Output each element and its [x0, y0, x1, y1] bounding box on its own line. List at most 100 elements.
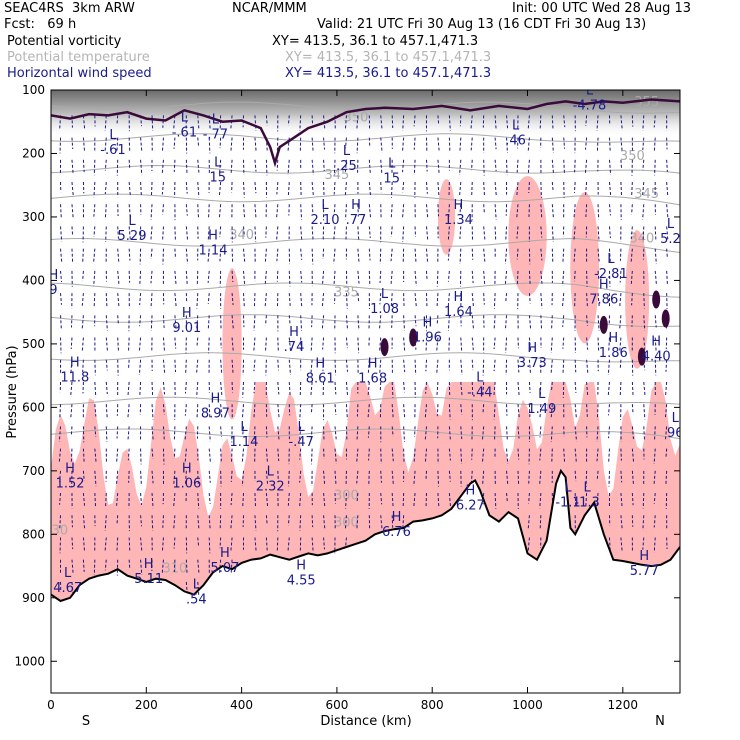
wind-extremum-value: .25 — [336, 159, 357, 174]
wind-vector — [162, 226, 164, 241]
wind-extremum-value: -.61 — [172, 125, 197, 140]
wind-vector — [380, 115, 383, 130]
wind-vector — [356, 115, 359, 129]
wind-vector — [368, 159, 371, 174]
wind-vector — [471, 359, 474, 371]
wind-vector — [299, 404, 302, 420]
wind-vector — [619, 270, 622, 283]
wind-vector — [494, 493, 497, 509]
wind-vector — [483, 226, 486, 240]
wind-extremum-value: 5.77 — [630, 564, 659, 579]
wind-vector — [562, 315, 565, 328]
wind-vector — [460, 426, 463, 440]
wind-vector — [162, 404, 165, 415]
wind-extremum-type: L — [476, 371, 484, 386]
wind-extremum-type: L — [564, 480, 572, 495]
wind-vector — [367, 404, 370, 419]
theta-contour — [51, 282, 680, 298]
wind-vector — [367, 381, 370, 398]
wind-vector — [630, 248, 633, 264]
wind-vector — [540, 270, 543, 286]
wind-vector — [391, 470, 394, 486]
wind-vector — [425, 470, 427, 481]
wind-vector — [59, 137, 62, 154]
wind-extremum-type: H — [289, 325, 299, 340]
wind-vector — [344, 137, 347, 149]
wind-vector — [254, 493, 256, 507]
wind-vector — [471, 293, 475, 308]
wind-vector — [322, 270, 325, 284]
wind-vector — [540, 204, 543, 219]
wind-vector — [93, 226, 96, 237]
wind-vector — [276, 248, 279, 262]
wind-vector — [666, 159, 668, 172]
wind-vector — [104, 137, 107, 152]
wind-vector — [608, 426, 610, 439]
wind-vector — [162, 248, 164, 265]
wind-vector — [323, 470, 326, 484]
wind-vector — [608, 226, 611, 239]
wind-vector — [608, 270, 611, 287]
wind-vector — [207, 293, 210, 304]
wind-vector — [105, 337, 108, 352]
wind-vector — [390, 204, 393, 219]
wind-vector — [127, 448, 130, 461]
wind-vector — [356, 426, 359, 442]
wind-vector — [483, 270, 486, 286]
wind-vector — [460, 337, 463, 352]
wind-vector — [173, 559, 176, 573]
wind-vector — [506, 470, 509, 485]
wind-vector — [380, 493, 383, 505]
wind-vector — [551, 115, 554, 131]
wind-vector — [230, 159, 233, 173]
wind-vector — [424, 426, 427, 442]
wind-vector — [401, 137, 405, 153]
wind-vector — [654, 159, 656, 176]
wind-extremum-type: H — [454, 290, 464, 305]
wind-vector — [311, 115, 314, 128]
wind-vector — [357, 337, 360, 354]
wind-vector — [597, 248, 600, 262]
wind-vector — [196, 404, 199, 420]
wind-vector — [608, 159, 612, 176]
wind-vector — [540, 315, 543, 329]
wind-vector — [82, 448, 85, 463]
wind-vector — [310, 404, 313, 414]
wind-vector — [574, 493, 577, 507]
wind-vector — [493, 337, 496, 350]
wind-extremum-value: 1.08 — [370, 302, 399, 317]
wind-vector — [219, 226, 222, 238]
wind-vector — [666, 270, 668, 285]
wind-extremum-type: L — [321, 198, 329, 213]
wind-vector — [150, 204, 153, 220]
wind-vector — [367, 426, 370, 438]
wind-extremum-type: H — [608, 331, 618, 346]
wind-vector — [447, 315, 450, 331]
wind-vector — [117, 315, 119, 326]
wind-vector — [128, 270, 131, 283]
wind-vector — [631, 404, 634, 415]
wind-vector — [584, 181, 588, 198]
wind-vector — [265, 226, 267, 238]
wind-vector — [288, 293, 291, 306]
wind-extremum-value: -.44 — [467, 386, 492, 401]
wind-vector — [585, 115, 588, 127]
wind-vector — [230, 470, 233, 482]
wind-vector — [265, 115, 268, 126]
wind-vector — [150, 226, 153, 241]
wind-vector — [311, 537, 314, 553]
wind-vector — [539, 426, 542, 438]
wind-vector — [643, 381, 646, 396]
wind-vector — [493, 381, 496, 397]
wind-vector — [127, 381, 130, 396]
wind-vector — [597, 226, 600, 242]
y-tick-label: 300 — [22, 210, 45, 224]
wind-vector — [643, 315, 646, 331]
wind-vector — [230, 537, 233, 553]
wind-vector — [323, 159, 325, 172]
wind-vector — [437, 115, 440, 126]
wind-vector — [414, 270, 417, 287]
wind-vector — [151, 381, 154, 397]
wind-vector — [184, 448, 187, 464]
wind-vector — [654, 248, 657, 265]
